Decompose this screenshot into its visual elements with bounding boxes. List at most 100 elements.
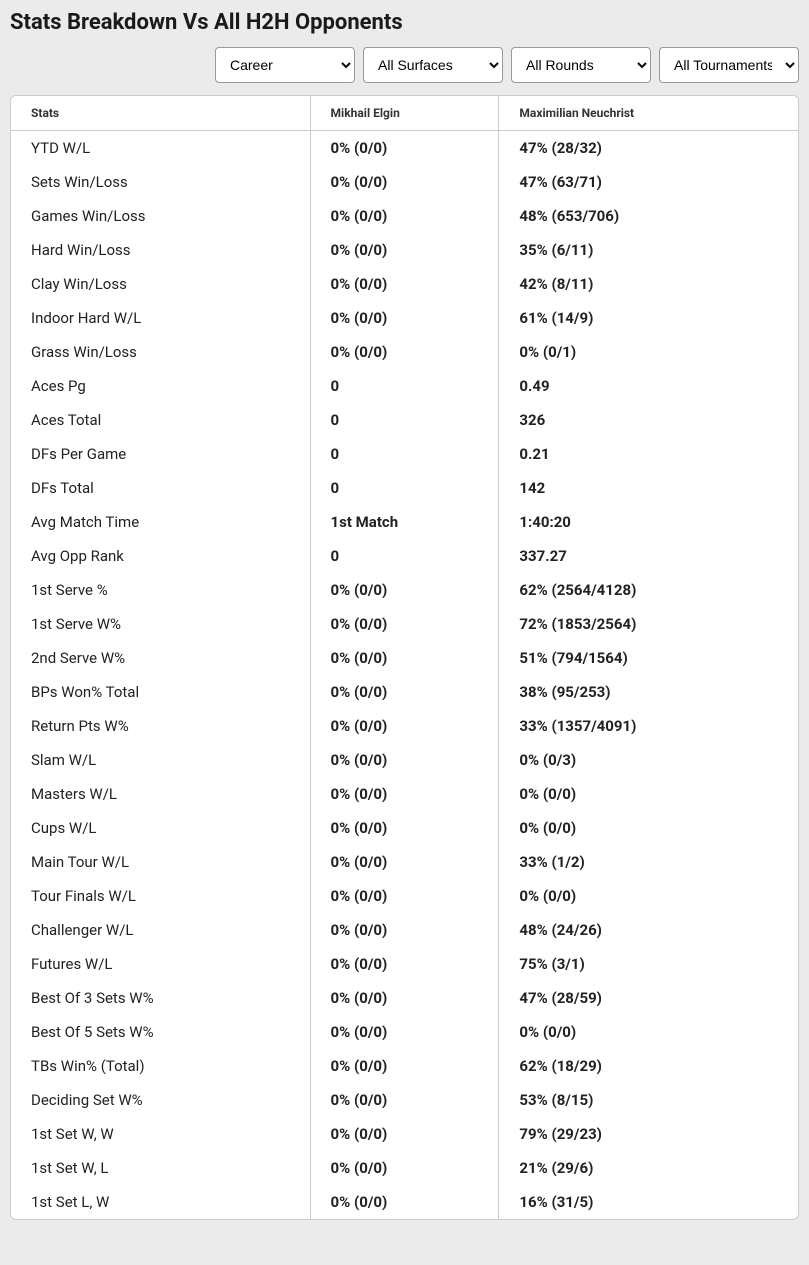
stat-value-player1: 0% (0/0)	[310, 1083, 499, 1117]
stat-value-player1: 0% (0/0)	[310, 947, 499, 981]
stat-label: Deciding Set W%	[11, 1083, 310, 1117]
stat-label: Futures W/L	[11, 947, 310, 981]
stat-value-player2: 0% (0/3)	[499, 743, 798, 777]
table-row: 1st Serve %0% (0/0)62% (2564/4128)	[11, 573, 798, 607]
table-row: 2nd Serve W%0% (0/0)51% (794/1564)	[11, 641, 798, 675]
stat-value-player2: 33% (1/2)	[499, 845, 798, 879]
stat-value-player2: 48% (24/26)	[499, 913, 798, 947]
stat-label: Masters W/L	[11, 777, 310, 811]
table-row: Main Tour W/L0% (0/0)33% (1/2)	[11, 845, 798, 879]
stat-label: Indoor Hard W/L	[11, 301, 310, 335]
column-header-player1: Mikhail Elgin	[310, 96, 499, 131]
table-row: Best Of 5 Sets W%0% (0/0)0% (0/0)	[11, 1015, 798, 1049]
column-header-player2: Maximilian Neuchrist	[499, 96, 798, 131]
stat-label: Challenger W/L	[11, 913, 310, 947]
table-row: Cups W/L0% (0/0)0% (0/0)	[11, 811, 798, 845]
stat-value-player1: 0% (0/0)	[310, 743, 499, 777]
table-row: Deciding Set W%0% (0/0)53% (8/15)	[11, 1083, 798, 1117]
stat-label: 1st Set W, W	[11, 1117, 310, 1151]
stat-value-player1: 0% (0/0)	[310, 199, 499, 233]
column-header-stats: Stats	[11, 96, 310, 131]
table-row: Hard Win/Loss0% (0/0)35% (6/11)	[11, 233, 798, 267]
table-row: Futures W/L0% (0/0)75% (3/1)	[11, 947, 798, 981]
stat-value-player2: 1:40:20	[499, 505, 798, 539]
stat-value-player2: 0% (0/0)	[499, 811, 798, 845]
stat-value-player2: 53% (8/15)	[499, 1083, 798, 1117]
table-row: Indoor Hard W/L0% (0/0)61% (14/9)	[11, 301, 798, 335]
stat-value-player1: 0% (0/0)	[310, 879, 499, 913]
stat-value-player2: 16% (31/5)	[499, 1185, 798, 1219]
table-row: Best Of 3 Sets W%0% (0/0)47% (28/59)	[11, 981, 798, 1015]
stat-value-player2: 337.27	[499, 539, 798, 573]
filter-rounds-select[interactable]: All Rounds	[511, 47, 651, 83]
table-row: Masters W/L0% (0/0)0% (0/0)	[11, 777, 798, 811]
filter-surfaces-select[interactable]: All Surfaces	[363, 47, 503, 83]
table-row: Games Win/Loss0% (0/0)48% (653/706)	[11, 199, 798, 233]
stat-label: Avg Opp Rank	[11, 539, 310, 573]
stat-label: DFs Total	[11, 471, 310, 505]
filters-bar: Career All Surfaces All Rounds All Tourn…	[10, 47, 799, 83]
stat-label: 1st Serve W%	[11, 607, 310, 641]
stat-value-player1: 0% (0/0)	[310, 845, 499, 879]
stat-label: DFs Per Game	[11, 437, 310, 471]
stat-label: Grass Win/Loss	[11, 335, 310, 369]
table-row: Clay Win/Loss0% (0/0)42% (8/11)	[11, 267, 798, 301]
stat-value-player1: 0% (0/0)	[310, 675, 499, 709]
stat-label: 1st Set W, L	[11, 1151, 310, 1185]
stat-value-player1: 0% (0/0)	[310, 1117, 499, 1151]
stat-value-player2: 48% (653/706)	[499, 199, 798, 233]
page-title: Stats Breakdown Vs All H2H Opponents	[10, 10, 799, 35]
stat-value-player1: 0% (0/0)	[310, 811, 499, 845]
filter-tournaments-select[interactable]: All Tournaments	[659, 47, 799, 83]
table-row: YTD W/L0% (0/0)47% (28/32)	[11, 131, 798, 166]
table-row: 1st Set W, L0% (0/0)21% (29/6)	[11, 1151, 798, 1185]
stat-value-player1: 0% (0/0)	[310, 1185, 499, 1219]
stat-value-player2: 51% (794/1564)	[499, 641, 798, 675]
stats-table-container: Stats Mikhail Elgin Maximilian Neuchrist…	[10, 95, 799, 1220]
table-row: Sets Win/Loss0% (0/0)47% (63/71)	[11, 165, 798, 199]
stat-value-player1: 0% (0/0)	[310, 573, 499, 607]
stat-value-player1: 0% (0/0)	[310, 233, 499, 267]
stat-value-player2: 47% (63/71)	[499, 165, 798, 199]
stat-value-player1: 0% (0/0)	[310, 607, 499, 641]
stat-label: Clay Win/Loss	[11, 267, 310, 301]
table-row: Aces Total0326	[11, 403, 798, 437]
stat-value-player2: 61% (14/9)	[499, 301, 798, 335]
stat-value-player2: 38% (95/253)	[499, 675, 798, 709]
stat-label: TBs Win% (Total)	[11, 1049, 310, 1083]
table-row: 1st Serve W%0% (0/0)72% (1853/2564)	[11, 607, 798, 641]
stat-value-player2: 72% (1853/2564)	[499, 607, 798, 641]
stat-value-player1: 0% (0/0)	[310, 1015, 499, 1049]
stat-label: 2nd Serve W%	[11, 641, 310, 675]
stat-value-player2: 142	[499, 471, 798, 505]
stat-label: Aces Total	[11, 403, 310, 437]
stat-label: 1st Set L, W	[11, 1185, 310, 1219]
stat-label: BPs Won% Total	[11, 675, 310, 709]
stat-label: Best Of 5 Sets W%	[11, 1015, 310, 1049]
stat-value-player1: 0% (0/0)	[310, 301, 499, 335]
stat-label: Avg Match Time	[11, 505, 310, 539]
stat-value-player2: 0% (0/1)	[499, 335, 798, 369]
stat-value-player1: 0% (0/0)	[310, 777, 499, 811]
stat-label: Sets Win/Loss	[11, 165, 310, 199]
table-row: DFs Per Game00.21	[11, 437, 798, 471]
table-row: 1st Set W, W0% (0/0)79% (29/23)	[11, 1117, 798, 1151]
table-header-row: Stats Mikhail Elgin Maximilian Neuchrist	[11, 96, 798, 131]
stat-value-player1: 0% (0/0)	[310, 131, 499, 166]
stat-value-player2: 42% (8/11)	[499, 267, 798, 301]
stat-label: Cups W/L	[11, 811, 310, 845]
stat-label: Aces Pg	[11, 369, 310, 403]
stat-value-player2: 21% (29/6)	[499, 1151, 798, 1185]
filter-period-select[interactable]: Career	[215, 47, 355, 83]
stat-value-player2: 47% (28/59)	[499, 981, 798, 1015]
stat-value-player2: 62% (18/29)	[499, 1049, 798, 1083]
stat-value-player1: 1st Match	[310, 505, 499, 539]
stat-label: Tour Finals W/L	[11, 879, 310, 913]
stat-value-player1: 0	[310, 437, 499, 471]
stat-value-player2: 0% (0/0)	[499, 777, 798, 811]
table-row: TBs Win% (Total)0% (0/0)62% (18/29)	[11, 1049, 798, 1083]
stat-value-player2: 47% (28/32)	[499, 131, 798, 166]
stat-value-player1: 0% (0/0)	[310, 267, 499, 301]
stat-label: Games Win/Loss	[11, 199, 310, 233]
stat-value-player1: 0% (0/0)	[310, 335, 499, 369]
